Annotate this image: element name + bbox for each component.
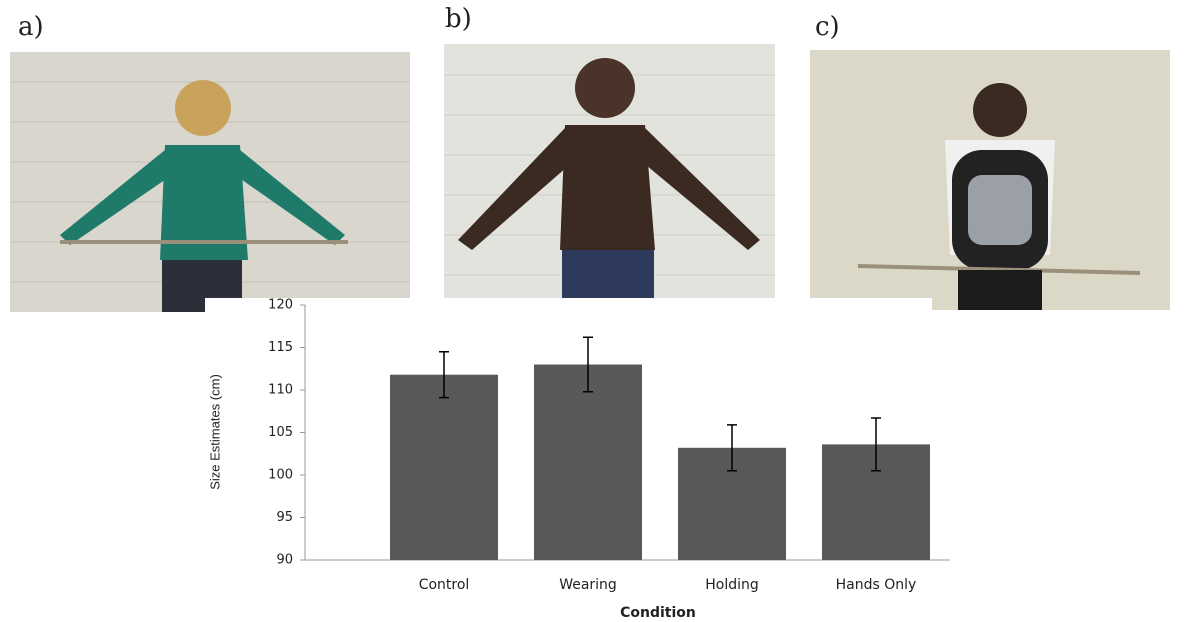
y-tick-label: 90 [276, 553, 293, 568]
photo-b [444, 44, 775, 300]
y-tick-label: 100 [268, 468, 293, 483]
photo-a [10, 52, 410, 312]
x-axis-title: Condition [620, 605, 696, 621]
panel-label: a) [18, 12, 44, 42]
bar [534, 364, 642, 560]
photo-c [810, 50, 1170, 310]
panel-label: c) [815, 12, 840, 42]
x-tick-label: Hands Only [836, 577, 917, 593]
chart: Condition Size Estimates (cm) 90 95 100 105… [207, 298, 950, 621]
y-tick-label: 120 [268, 298, 293, 313]
bar [390, 374, 498, 560]
x-tick-label: Control [419, 577, 470, 593]
y-axis-title: Size Estimates (cm) [207, 374, 222, 490]
x-tick-label: Wearing [559, 577, 617, 593]
panel-label: b) [445, 4, 472, 34]
error-bar [871, 417, 881, 472]
error-bar [439, 351, 449, 399]
y-tick-label: 95 [276, 510, 293, 525]
error-bar [583, 336, 593, 393]
error-bar [727, 424, 737, 472]
x-tick-label: Holding [705, 577, 759, 593]
y-tick-label: 105 [268, 425, 293, 440]
y-tick-label: 110 [268, 383, 293, 398]
y-tick-label: 115 [268, 340, 293, 355]
